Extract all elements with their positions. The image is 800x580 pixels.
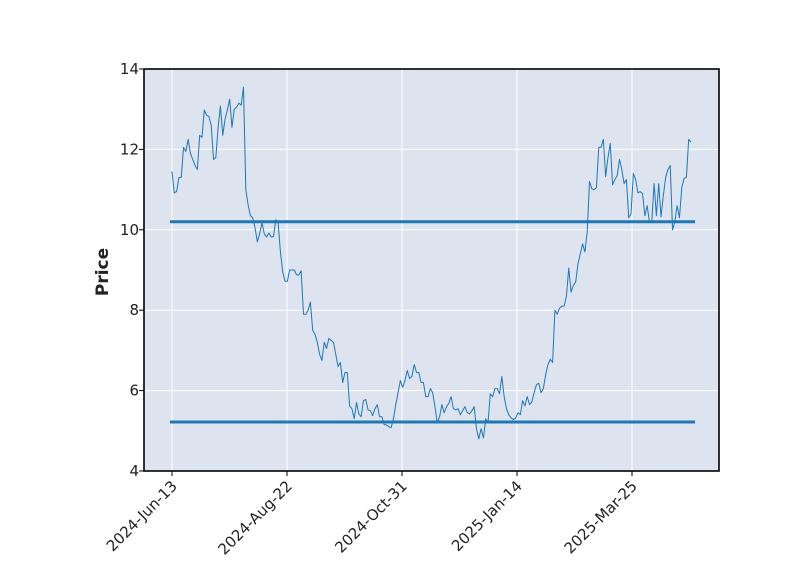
y-axis: 4 6 8 10 12 14	[120, 60, 144, 480]
x-tick-label: 2024-Oct-31	[331, 477, 411, 557]
y-tick-label: 8	[129, 301, 139, 319]
y-tick-label: 12	[120, 140, 139, 158]
y-tick-label: 14	[120, 60, 139, 78]
x-tick-label: 2025-Jan-14	[448, 477, 526, 555]
plot-background	[144, 69, 719, 471]
plot-frame	[143, 68, 720, 472]
series-layer	[171, 86, 692, 440]
price-line	[171, 86, 692, 440]
y-tick-label: 4	[129, 462, 139, 480]
y-axis-label: Price	[93, 248, 113, 296]
x-tick-label: 2024-Jun-13	[103, 477, 181, 555]
x-tick-label: 2024-Aug-22	[214, 477, 295, 558]
x-axis: 2024-Jun-13 2024-Aug-22 2024-Oct-31 2025-Ja…	[103, 471, 641, 558]
reference-lines	[170, 220, 695, 424]
y-tick-label: 6	[129, 382, 139, 400]
y-tick-label: 10	[120, 221, 139, 239]
x-tick-label: 2025-Mar-25	[561, 477, 641, 557]
